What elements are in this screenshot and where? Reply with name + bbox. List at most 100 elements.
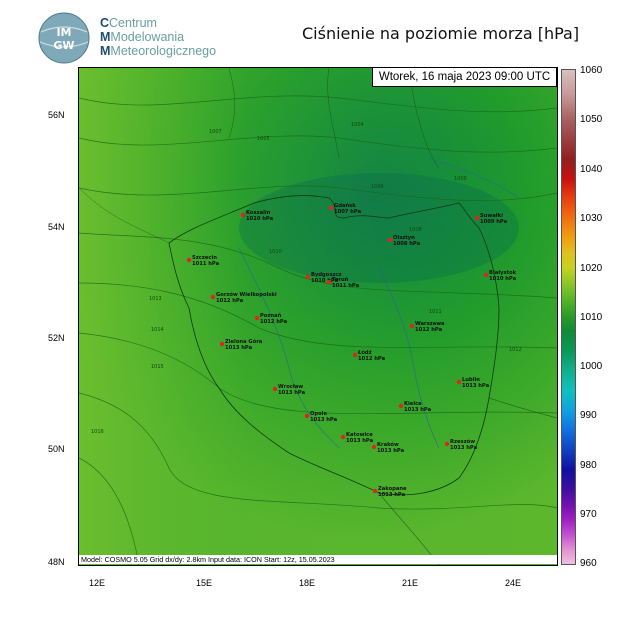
isobar-label: 1013 [149, 296, 162, 302]
isobar-label: 1015 [151, 364, 164, 370]
city-dot [474, 215, 480, 221]
city-name: Białystok [489, 270, 517, 276]
lat-label: 54N [48, 222, 65, 232]
city-dot [219, 341, 225, 347]
city-pressure: 1008 hPa [393, 241, 421, 247]
city-dot [305, 274, 311, 280]
city-dot [371, 444, 377, 450]
city-pressure: 1007 hPa [334, 209, 362, 215]
svg-text:IM: IM [56, 26, 71, 39]
isobar-label: 1010 [269, 249, 282, 255]
city-dot [409, 323, 415, 329]
map-canvas: 1004 1005 1006 1007 1008 1009 1010 1011 … [79, 68, 557, 565]
city-dot [272, 386, 278, 392]
imgw-logo: IM GW [38, 12, 90, 64]
org-name: CCentrum MModelowania MMeteorologicznego [100, 16, 217, 58]
map-title: Ciśnienie na poziomie morza [hPa] [302, 24, 580, 43]
isobar-label: 1011 [429, 309, 442, 315]
colorbar-label: 1010 [580, 312, 603, 323]
city-pressure: 1010 hPa [489, 276, 517, 282]
city-dot [254, 315, 260, 321]
city-dot [444, 441, 450, 447]
city-pressure: 1012 hPa [358, 356, 386, 362]
city-dot [328, 205, 334, 211]
city-name: Bydgoszcz [311, 272, 342, 278]
city-pressure: 1010 hPa [311, 278, 339, 284]
city-pressure: 1013 hPa [404, 407, 432, 413]
city-pressure: 1013 hPa [225, 345, 253, 351]
isobar-label: 1014 [151, 327, 164, 333]
forecast-date: Wtorek, 16 maja 2023 09:00 UTC [372, 67, 557, 87]
colorbar-label: 970 [580, 509, 597, 520]
org-line3: Meteorologicznego [110, 44, 217, 58]
city-pressure: 1011 hPa [332, 283, 360, 289]
city-name: Gdańsk [334, 202, 356, 209]
lat-label: 56N [48, 110, 65, 120]
city-name: Lublin [462, 377, 480, 383]
city-dot [387, 237, 393, 243]
city-dot [240, 212, 246, 218]
svg-text:GW: GW [53, 39, 74, 52]
city-name: Warszawa [415, 321, 445, 327]
city-pressure: 1010 hPa [246, 216, 274, 222]
isobar-label: 1012 [509, 347, 522, 353]
city-dot [304, 413, 310, 419]
city-name: Poznań [260, 312, 282, 319]
city-name: Kraków [377, 441, 399, 448]
city-dot [340, 434, 346, 440]
colorbar-label: 1060 [580, 65, 603, 76]
lon-label: 24E [505, 578, 522, 588]
isobar-label: 1009 [454, 176, 467, 182]
pressure-map: 1004 1005 1006 1007 1008 1009 1010 1011 … [78, 67, 558, 566]
city-dot [186, 257, 192, 263]
city-name: Katowice [346, 432, 373, 438]
city-name: Olsztyn [393, 235, 415, 241]
isobar-label: 1006 [371, 184, 384, 190]
colorbar-label: 1000 [580, 361, 603, 372]
colorbar [561, 69, 576, 565]
city-dot [398, 403, 404, 409]
colorbar-label: 980 [580, 460, 597, 471]
lat-label: 50N [48, 444, 65, 454]
lat-label: 48N [48, 557, 65, 567]
org-line1: Centrum [109, 16, 157, 30]
city-pressure: 1012 hPa [260, 319, 288, 325]
lat-label: 52N [48, 333, 65, 343]
city-name: Zielona Góra [225, 338, 263, 345]
isobar-label: 1004 [351, 122, 364, 128]
city-name: Wrocław [278, 384, 303, 390]
city-name: Suwałki [480, 213, 503, 219]
lon-label: 18E [299, 578, 316, 588]
colorbar-label: 1050 [580, 114, 603, 125]
colorbar-label: 990 [580, 410, 597, 421]
city-dot [326, 279, 332, 285]
city-dot [372, 488, 378, 494]
city-pressure: 1013 hPa [450, 445, 478, 451]
isobar-label: 1008 [409, 227, 422, 233]
city-dot [352, 352, 358, 358]
isobar-label: 1007 [209, 129, 222, 135]
city-name: Kielce [404, 401, 422, 407]
city-dot [483, 272, 489, 278]
colorbar-label: 1030 [580, 213, 603, 224]
lon-label: 21E [402, 578, 419, 588]
city-pressure: 1012 hPa [415, 327, 443, 333]
city-name: Rzeszów [450, 438, 475, 445]
city-name: Koszalin [246, 210, 271, 216]
